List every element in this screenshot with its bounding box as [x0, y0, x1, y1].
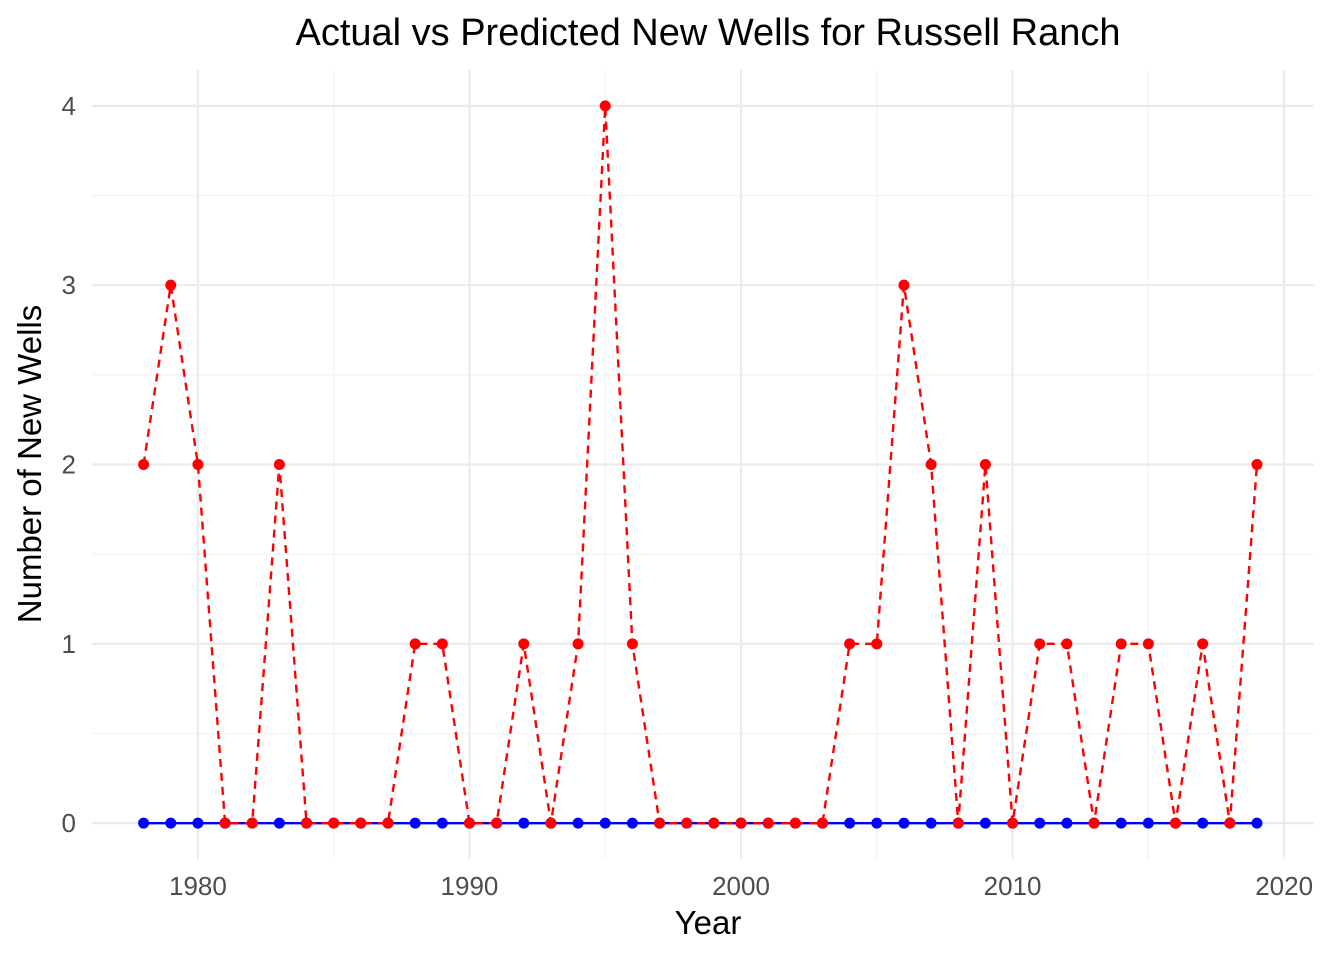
series-2-point: [952, 817, 964, 829]
series-2-point: [382, 817, 394, 829]
y-tick-label: 3: [62, 270, 76, 300]
series-2-point: [328, 817, 340, 829]
series-2-point: [708, 817, 720, 829]
series-2-point: [1197, 638, 1209, 650]
series-2-point: [1061, 638, 1073, 650]
series-2-point: [1007, 817, 1019, 829]
series-1-point: [599, 817, 611, 829]
series-2-point: [491, 817, 503, 829]
series-1-point: [436, 817, 448, 829]
series-1-point: [1251, 817, 1263, 829]
series-1-point: [871, 817, 883, 829]
series-2-point: [273, 459, 285, 470]
series-1-point: [273, 817, 285, 829]
series-2-point: [355, 817, 367, 829]
x-tick-label: 2020: [1255, 871, 1313, 901]
series-1-point: [925, 817, 937, 829]
series-2-point: [192, 459, 204, 470]
series-2-point: [979, 459, 991, 470]
series-2-point: [518, 638, 530, 650]
series-1-point: [1197, 817, 1209, 829]
series-2-point: [898, 279, 910, 291]
tick-labels: 1980 1990 2000 2010 2020 0 1 2 3 4: [62, 91, 1314, 901]
series-2-point: [626, 638, 638, 650]
series-1-point: [1142, 817, 1154, 829]
series-2-point: [681, 817, 693, 829]
series-2-point: [599, 100, 611, 112]
series-2-point: [1088, 817, 1100, 829]
series-2-point: [789, 817, 801, 829]
series-1-point: [1115, 817, 1127, 829]
y-tick-label: 0: [62, 808, 76, 838]
series-1-point: [192, 817, 204, 829]
series-1-point: [138, 817, 150, 829]
series-2-point: [1115, 638, 1127, 650]
series-1-point: [409, 817, 421, 829]
series-2-point: [463, 817, 475, 829]
y-axis-label: Number of New Wells: [11, 305, 48, 623]
series-1-point: [979, 817, 991, 829]
series-1-point: [518, 817, 530, 829]
chart-title: Actual vs Predicted New Wells for Russel…: [295, 12, 1120, 54]
series-2-point: [436, 638, 448, 650]
series-2-point: [762, 817, 774, 829]
series-2-point: [545, 817, 557, 829]
series-2-point: [1034, 638, 1046, 650]
series-2-point: [816, 817, 828, 829]
x-tick-label: 2010: [984, 871, 1042, 901]
series-2-point: [844, 638, 856, 650]
series-2-point: [1224, 817, 1236, 829]
series-2-point: [925, 459, 937, 470]
series-1-point: [844, 817, 856, 829]
series-1-point: [898, 817, 910, 829]
series-2-point: [735, 817, 747, 829]
x-tick-label: 1980: [169, 871, 227, 901]
y-tick-label: 2: [62, 450, 76, 480]
plot-series: [138, 100, 1263, 829]
series-2-point: [572, 638, 584, 650]
series-2-point: [409, 638, 421, 650]
x-tick-label: 2000: [712, 871, 770, 901]
series-1-point: [1034, 817, 1046, 829]
series-2-point: [654, 817, 666, 829]
series-2-point: [219, 817, 231, 829]
series-2-point: [301, 817, 313, 829]
x-tick-label: 1990: [441, 871, 499, 901]
series-2-point: [1170, 817, 1182, 829]
series-1-point: [1061, 817, 1073, 829]
series-2-point: [246, 817, 258, 829]
series-2-point: [1142, 638, 1154, 650]
series-1-point: [165, 817, 177, 829]
series-1-point: [572, 817, 584, 829]
series-1-point: [626, 817, 638, 829]
series-2-point: [165, 279, 177, 291]
y-tick-label: 4: [62, 91, 76, 121]
x-axis-label: Year: [675, 904, 742, 941]
series-2-point: [1251, 459, 1263, 470]
series-2-point: [138, 459, 150, 470]
y-tick-label: 1: [62, 629, 76, 659]
series-2-point: [871, 638, 883, 650]
